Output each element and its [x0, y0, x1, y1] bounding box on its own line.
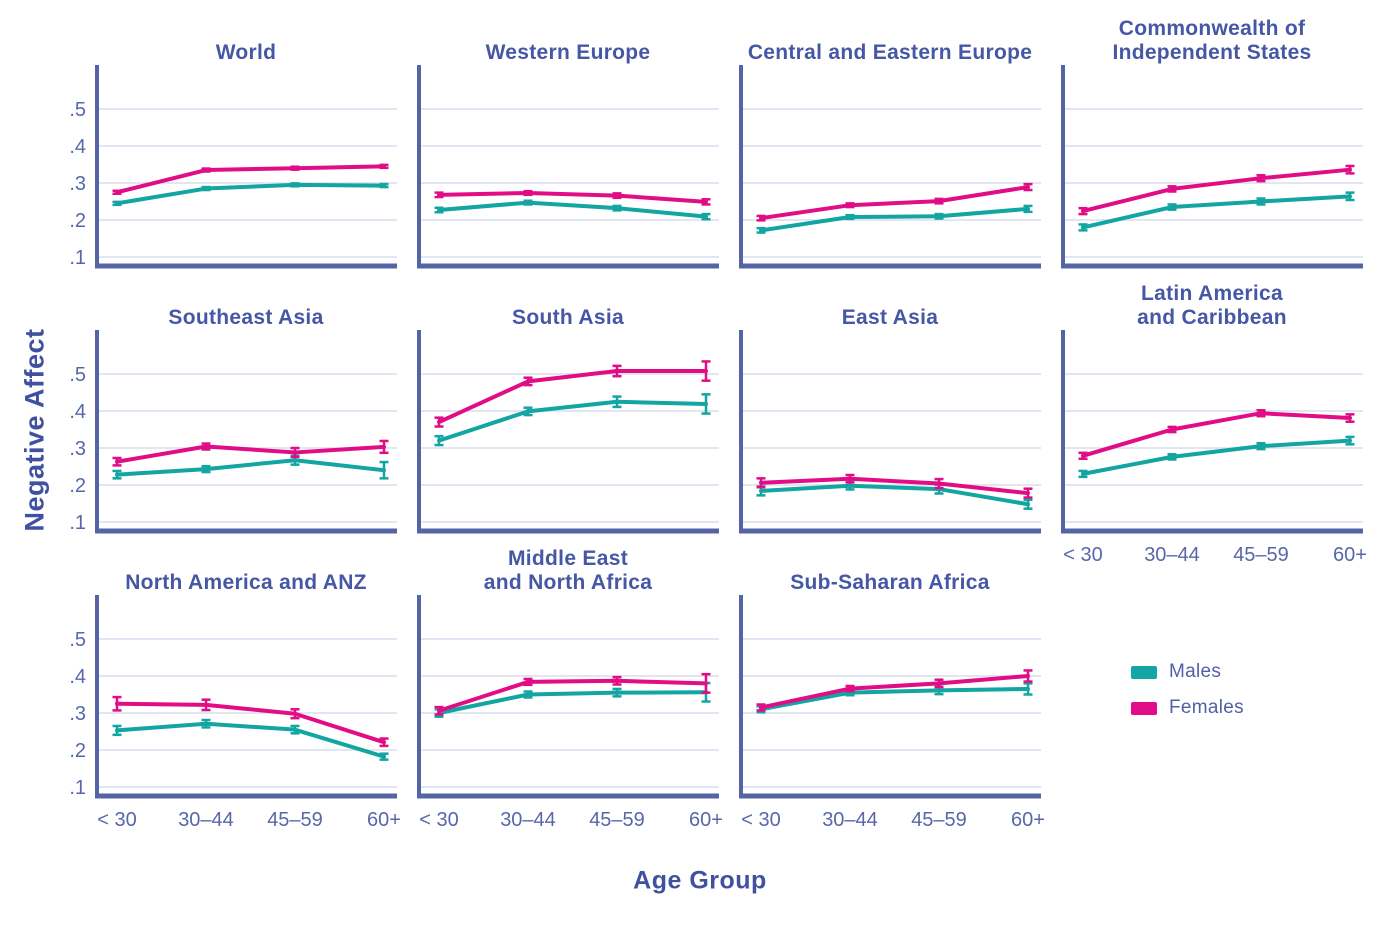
- females-line: [437, 369, 708, 425]
- panel-title-central-eastern-europe: Central and Eastern Europe: [747, 40, 1033, 64]
- panel-east-asia: East Asia: [739, 278, 1041, 543]
- y-tick-label: .5: [69, 99, 86, 121]
- panel-title-east-asia: East Asia: [841, 305, 939, 329]
- panel-mena: Middle East and North Africa < 30 30–44 45–5…: [417, 543, 723, 843]
- panel-plot-east-asia: [739, 330, 1041, 534]
- females-line: [437, 678, 708, 713]
- males-line: [437, 399, 708, 443]
- x-tick-label: 30–44: [822, 809, 878, 831]
- x-tick-label: 45–59: [267, 809, 323, 831]
- panel-latin-america-caribbean: Latin America and Caribbean < 30 30–44 45–59…: [1061, 278, 1367, 566]
- panel-plot-north-america-anz: .5 .4 .3 .2 .1 < 30 30–44 45–59 60+: [69, 595, 401, 831]
- x-tick-label: < 30: [1063, 544, 1102, 566]
- x-axis-title: Age Group: [633, 866, 767, 895]
- males-line: [759, 483, 1030, 507]
- males-line: [1081, 194, 1352, 230]
- x-tick-label: 30–44: [500, 809, 556, 831]
- panel-plot-southeast-asia: .5 .4 .3 .2 .1: [69, 330, 397, 534]
- legend-label-females: Females: [1169, 697, 1244, 718]
- y-tick-label: .1: [69, 512, 86, 534]
- panel-title-cis: Commonwealth of Independent States: [1112, 16, 1312, 64]
- females-line: [115, 164, 386, 195]
- males-line: [437, 690, 708, 715]
- legend-label-males: Males: [1169, 661, 1222, 682]
- x-tick-label: 60+: [367, 809, 401, 831]
- males-swatch-icon: [1131, 665, 1157, 679]
- panel-plot-latin-america-caribbean: < 30 30–44 45–59 60+: [1061, 330, 1367, 566]
- x-tick-label: < 30: [97, 809, 136, 831]
- y-tick-label: .5: [69, 364, 86, 386]
- panel-plot-cis: [1061, 65, 1363, 269]
- panel-south-asia: South Asia: [417, 278, 719, 543]
- x-tick-label: 30–44: [1144, 544, 1200, 566]
- males-line: [759, 206, 1030, 233]
- panel-cis: Commonwealth of Independent States: [1061, 13, 1363, 278]
- y-tick-label: .3: [69, 703, 86, 725]
- y-tick-label: .2: [69, 210, 86, 232]
- panel-plot-sub-saharan-africa: < 30 30–44 45–59 60+: [739, 595, 1045, 831]
- females-line: [759, 185, 1030, 221]
- females-line: [1081, 167, 1352, 214]
- y-tick-label: .4: [69, 401, 86, 423]
- x-tick-label: 45–59: [911, 809, 967, 831]
- panel-western-europe: Western Europe: [417, 13, 719, 278]
- x-tick-label: 60+: [1011, 809, 1045, 831]
- legend: Males Females: [1061, 543, 1363, 843]
- x-tick-label: 60+: [1333, 544, 1367, 566]
- y-tick-label: .4: [69, 666, 86, 688]
- legend-item-females: Females: [1131, 697, 1244, 719]
- panel-north-america-anz: North America and ANZ .5 .4 .3 .2 .1 < 30 30–44…: [60, 543, 401, 843]
- females-line: [115, 701, 386, 745]
- legend-item-males: Males: [1131, 661, 1244, 683]
- x-tick-label: < 30: [741, 809, 780, 831]
- panel-world: World .5 .4 .3 .2 .1: [60, 13, 397, 278]
- females-line: [759, 674, 1030, 710]
- chart-grid: World .5 .4 .3 .2 .1 Western Europe Central and…: [60, 13, 1367, 843]
- y-axis-title: Negative Affect: [19, 328, 50, 532]
- females-line: [115, 444, 386, 464]
- y-tick-label: .2: [69, 475, 86, 497]
- y-tick-label: .4: [69, 136, 86, 158]
- legend-items: Males Females: [1131, 661, 1244, 719]
- females-line: [437, 190, 708, 204]
- panel-title-south-asia: South Asia: [512, 305, 624, 329]
- panel-title-western-europe: Western Europe: [485, 40, 651, 64]
- females-swatch-icon: [1131, 701, 1157, 715]
- x-tick-label: 45–59: [1233, 544, 1289, 566]
- panel-title-southeast-asia: Southeast Asia: [168, 305, 324, 329]
- males-line: [115, 721, 386, 759]
- panel-plot-western-europe: [417, 65, 719, 269]
- males-line: [115, 182, 386, 206]
- panel-title-world: World: [215, 40, 277, 64]
- x-tick-label: < 30: [419, 809, 458, 831]
- males-line: [437, 200, 708, 219]
- panel-plot-central-eastern-europe: [739, 65, 1041, 269]
- males-line: [115, 458, 386, 477]
- panel-title-north-america-anz: North America and ANZ: [125, 570, 367, 594]
- y-tick-label: .5: [69, 629, 86, 651]
- y-tick-label: .3: [69, 173, 86, 195]
- x-tick-label: 30–44: [178, 809, 234, 831]
- panel-plot-south-asia: [417, 330, 719, 534]
- females-line: [759, 476, 1030, 496]
- panel-title-latin-america-caribbean: Latin America and Caribbean: [1137, 281, 1287, 329]
- y-tick-label: .3: [69, 438, 86, 460]
- x-tick-label: 60+: [689, 809, 723, 831]
- males-line: [759, 686, 1030, 712]
- females-line: [1081, 411, 1352, 458]
- y-tick-label: .1: [69, 247, 86, 269]
- x-tick-label: 45–59: [589, 809, 645, 831]
- males-line: [1081, 438, 1352, 476]
- panel-title-sub-saharan-africa: Sub-Saharan Africa: [790, 570, 990, 594]
- panel-title-mena: Middle East and North Africa: [483, 546, 653, 594]
- y-tick-label: .2: [69, 740, 86, 762]
- panel-sub-saharan-africa: Sub-Saharan Africa < 30 30–44 45–59 60+: [739, 543, 1045, 843]
- y-tick-label: .1: [69, 777, 86, 799]
- panel-southeast-asia: Southeast Asia .5 .4 .3 .2 .1: [60, 278, 397, 543]
- panel-plot-mena: < 30 30–44 45–59 60+: [417, 595, 723, 831]
- panel-central-eastern-europe: Central and Eastern Europe: [739, 13, 1041, 278]
- panel-plot-world: .5 .4 .3 .2 .1: [69, 65, 397, 269]
